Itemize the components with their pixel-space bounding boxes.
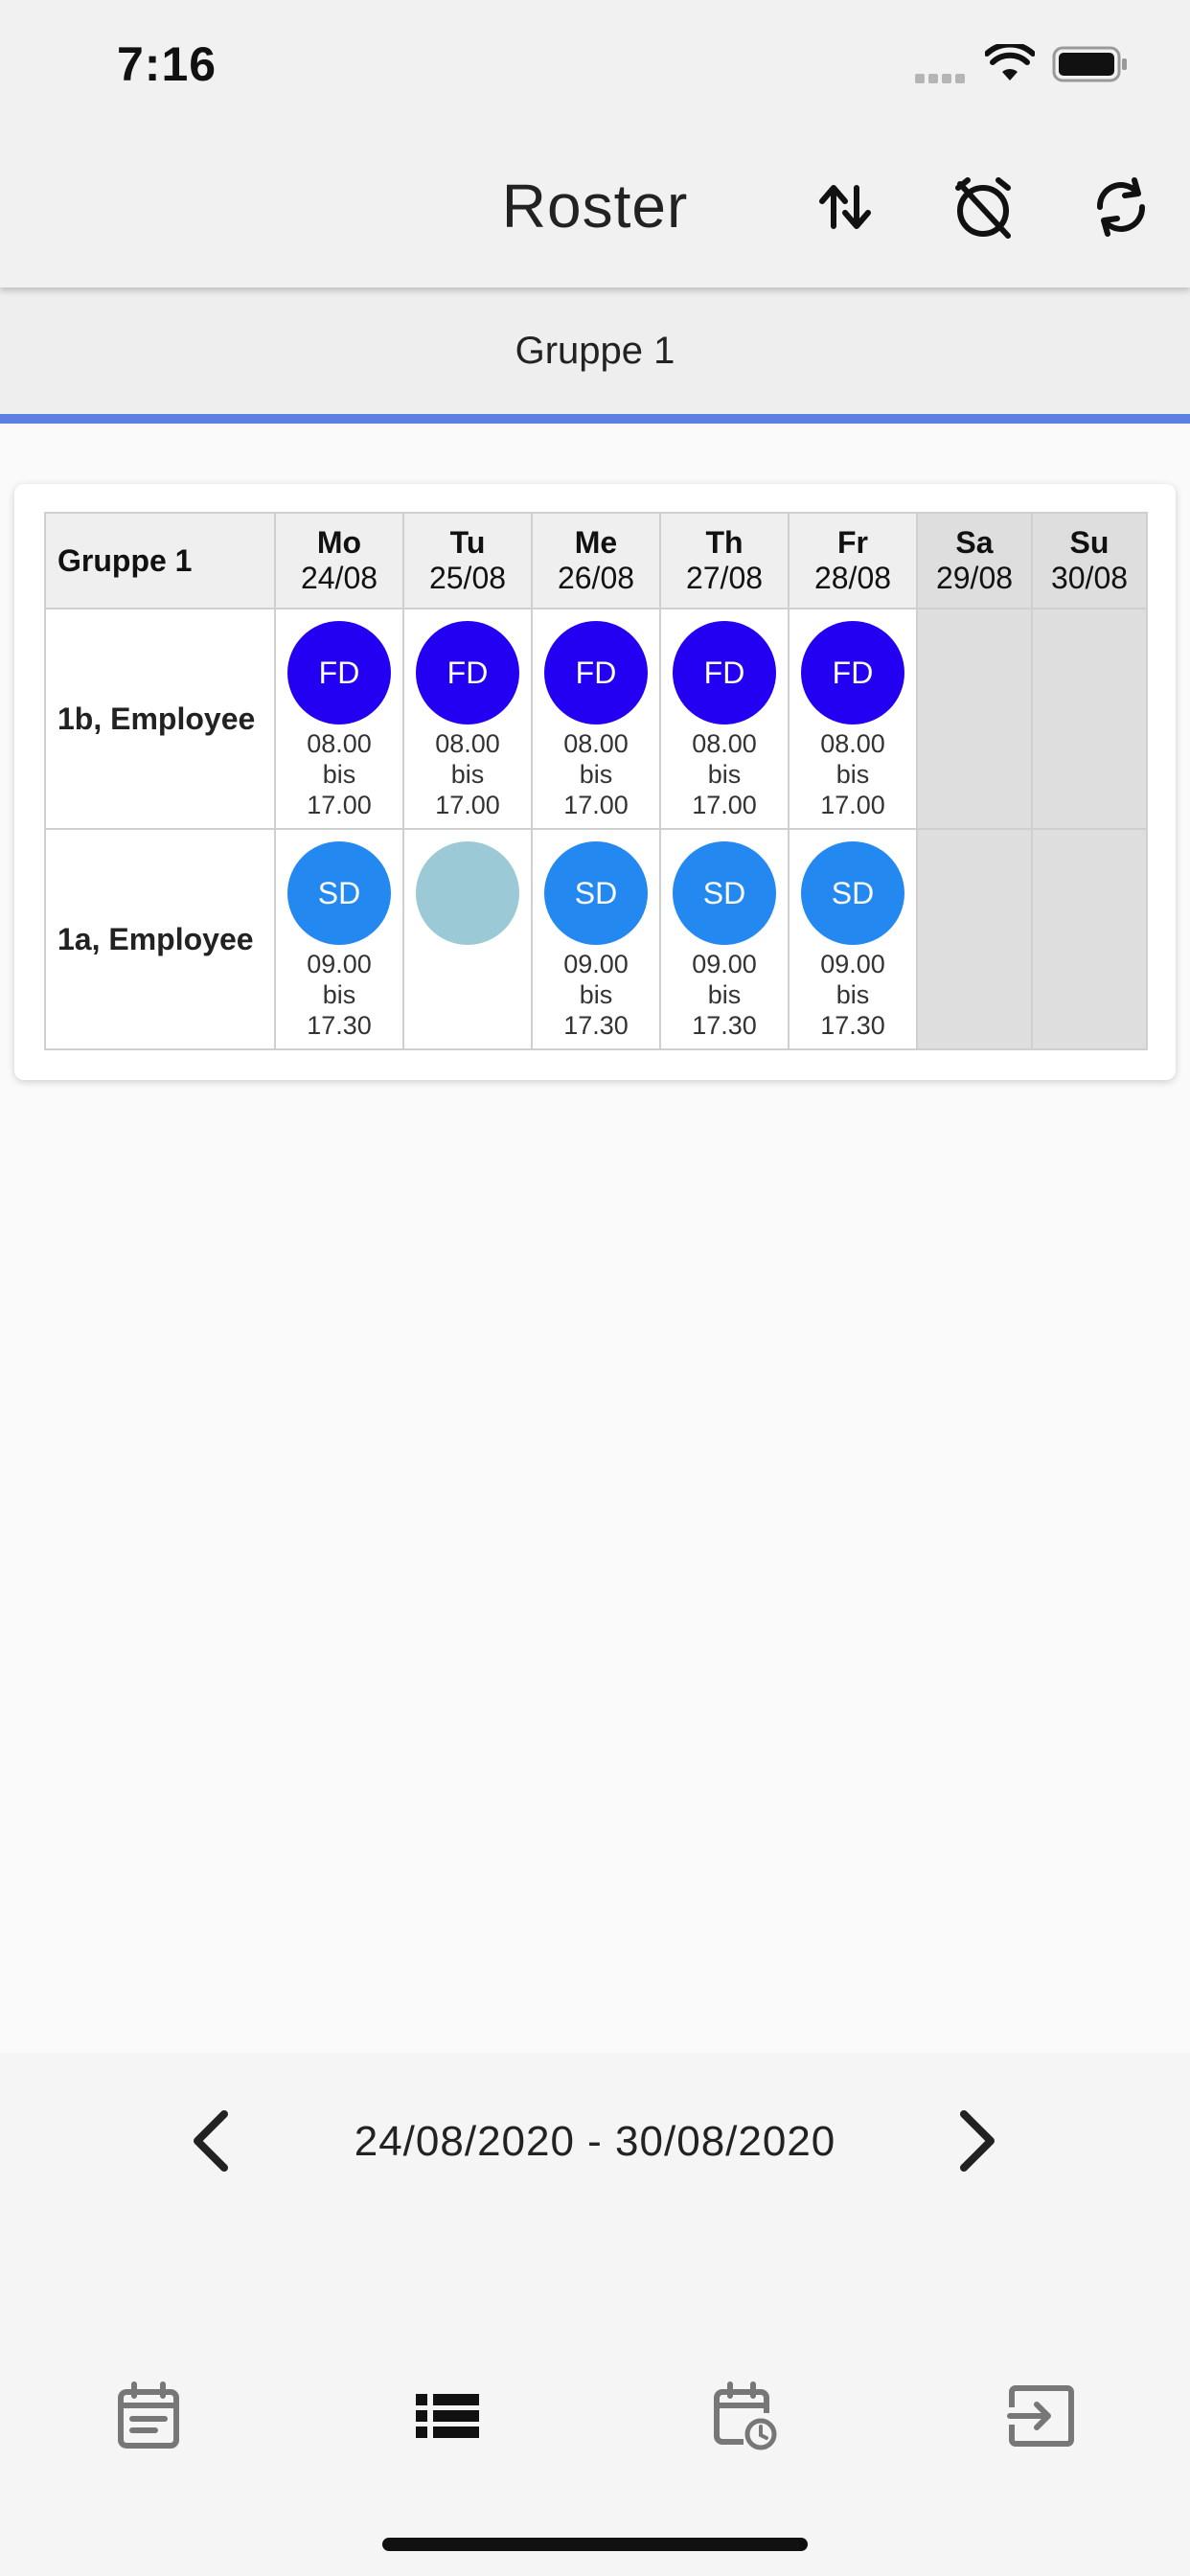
- shift-time: 09.00 bis 17.30: [307, 950, 372, 1040]
- shift-time: 08.00 bis 17.00: [435, 729, 500, 819]
- day-header-me: Me 26/08: [531, 512, 661, 610]
- day-date: 27/08: [685, 561, 764, 595]
- day-header-mo: Mo 24/08: [274, 512, 404, 610]
- shift-time: 08.00 bis 17.00: [307, 729, 372, 819]
- exit-icon[interactable]: [1006, 2380, 1077, 2451]
- weekend-cell[interactable]: [916, 828, 1033, 1050]
- shift-cell[interactable]: FD 08.00 bis 17.00: [402, 608, 533, 830]
- chevron-right-icon: [960, 2110, 995, 2172]
- status-time: 7:16: [117, 37, 217, 91]
- shift-time: 08.00 bis 17.00: [820, 729, 885, 819]
- roster-table: Gruppe 1 Mo 24/08 Tu 25/08 Me 26/08 Th 27/08…: [44, 512, 1148, 1050]
- shift-badge-empty[interactable]: [416, 841, 519, 945]
- day-name: Su: [1069, 525, 1110, 560]
- shift-badge[interactable]: FD: [801, 621, 904, 724]
- app-bar: 7:16 Roster: [0, 0, 1190, 288]
- chevron-left-icon: [194, 2110, 228, 2172]
- shift-cell[interactable]: SD 09.00 bis 17.30: [788, 828, 918, 1050]
- day-header-sa: Sa 29/08: [916, 512, 1033, 610]
- day-name: Sa: [955, 525, 994, 560]
- tab-gruppe-1[interactable]: Gruppe 1: [515, 330, 675, 372]
- day-name: Fr: [837, 525, 868, 560]
- shift-cell[interactable]: FD 08.00 bis 17.00: [788, 608, 918, 830]
- employee-name: 1a, Employee: [44, 828, 276, 1050]
- sort-icon[interactable]: [811, 172, 880, 242]
- day-name: Th: [705, 525, 744, 560]
- shift-badge[interactable]: FD: [287, 621, 391, 724]
- employee-name: 1b, Employee: [44, 608, 276, 830]
- shift-badge[interactable]: FD: [673, 621, 776, 724]
- shift-time: 08.00 bis 17.00: [563, 729, 629, 819]
- day-name: Tu: [449, 525, 486, 560]
- shift-cell[interactable]: SD 09.00 bis 17.30: [274, 828, 404, 1050]
- day-date: 25/08: [428, 561, 507, 595]
- calendar-notes-icon[interactable]: [113, 2380, 184, 2451]
- page-title: Roster: [501, 172, 689, 241]
- previous-week-button[interactable]: [182, 2106, 240, 2175]
- shift-cell[interactable]: FD 08.00 bis 17.00: [531, 608, 661, 830]
- day-date: 28/08: [813, 561, 892, 595]
- shift-badge[interactable]: FD: [544, 621, 648, 724]
- wifi-icon: [984, 41, 1036, 82]
- shift-badge[interactable]: SD: [673, 841, 776, 945]
- weekend-cell[interactable]: [916, 608, 1033, 830]
- day-date: 26/08: [557, 561, 635, 595]
- day-header-su: Su 30/08: [1031, 512, 1148, 610]
- shift-cell[interactable]: FD 08.00 bis 17.00: [274, 608, 404, 830]
- home-indicator[interactable]: [382, 2538, 808, 2551]
- shift-time: 09.00 bis 17.30: [692, 950, 757, 1040]
- shift-badge[interactable]: SD: [287, 841, 391, 945]
- shift-cell[interactable]: [402, 828, 533, 1050]
- tab-indicator: [0, 414, 1190, 424]
- weekend-cell[interactable]: [1031, 828, 1148, 1050]
- shift-cell[interactable]: SD 09.00 bis 17.30: [659, 828, 790, 1050]
- tab-bar: Gruppe 1: [0, 288, 1190, 424]
- day-header-fr: Fr 28/08: [788, 512, 918, 610]
- day-date: 30/08: [1050, 561, 1129, 595]
- shift-badge[interactable]: SD: [801, 841, 904, 945]
- shift-cell[interactable]: FD 08.00 bis 17.00: [659, 608, 790, 830]
- date-navigation: 24/08/2020 - 30/08/2020: [0, 2053, 1190, 2273]
- day-header-tu: Tu 25/08: [402, 512, 533, 610]
- table-row: 1b, Employee FD 08.00 bis 17.00 FD 08.00 bis 1…: [44, 608, 1148, 830]
- shift-cell[interactable]: SD 09.00 bis 17.30: [531, 828, 661, 1050]
- shift-time: 08.00 bis 17.00: [692, 729, 757, 819]
- roster-card: Gruppe 1 Mo 24/08 Tu 25/08 Me 26/08 Th 27/08…: [14, 484, 1176, 1080]
- sync-icon[interactable]: [1087, 172, 1156, 242]
- battery-icon: [1052, 46, 1129, 82]
- day-name: Me: [574, 525, 618, 560]
- cellular-signal-icon: [915, 71, 971, 83]
- list-icon[interactable]: [412, 2380, 483, 2451]
- next-week-button[interactable]: [949, 2106, 1006, 2175]
- alarm-off-icon[interactable]: [949, 172, 1018, 242]
- shift-badge[interactable]: FD: [416, 621, 519, 724]
- day-date: 24/08: [300, 561, 378, 595]
- group-header: Gruppe 1: [44, 512, 276, 610]
- shift-badge[interactable]: SD: [544, 841, 648, 945]
- day-header-th: Th 27/08: [659, 512, 790, 610]
- shift-time: 09.00 bis 17.30: [820, 950, 885, 1040]
- bottom-navigation: [0, 2273, 1190, 2576]
- table-row: 1a, Employee SD 09.00 bis 17.30 SD 09.00 bis 1…: [44, 828, 1148, 1050]
- calendar-clock-icon[interactable]: [709, 2380, 780, 2451]
- weekend-cell[interactable]: [1031, 608, 1148, 830]
- day-name: Mo: [316, 525, 362, 560]
- shift-time: 09.00 bis 17.30: [563, 950, 629, 1040]
- day-date: 29/08: [935, 561, 1014, 595]
- date-range: 24/08/2020 - 30/08/2020: [354, 2118, 836, 2165]
